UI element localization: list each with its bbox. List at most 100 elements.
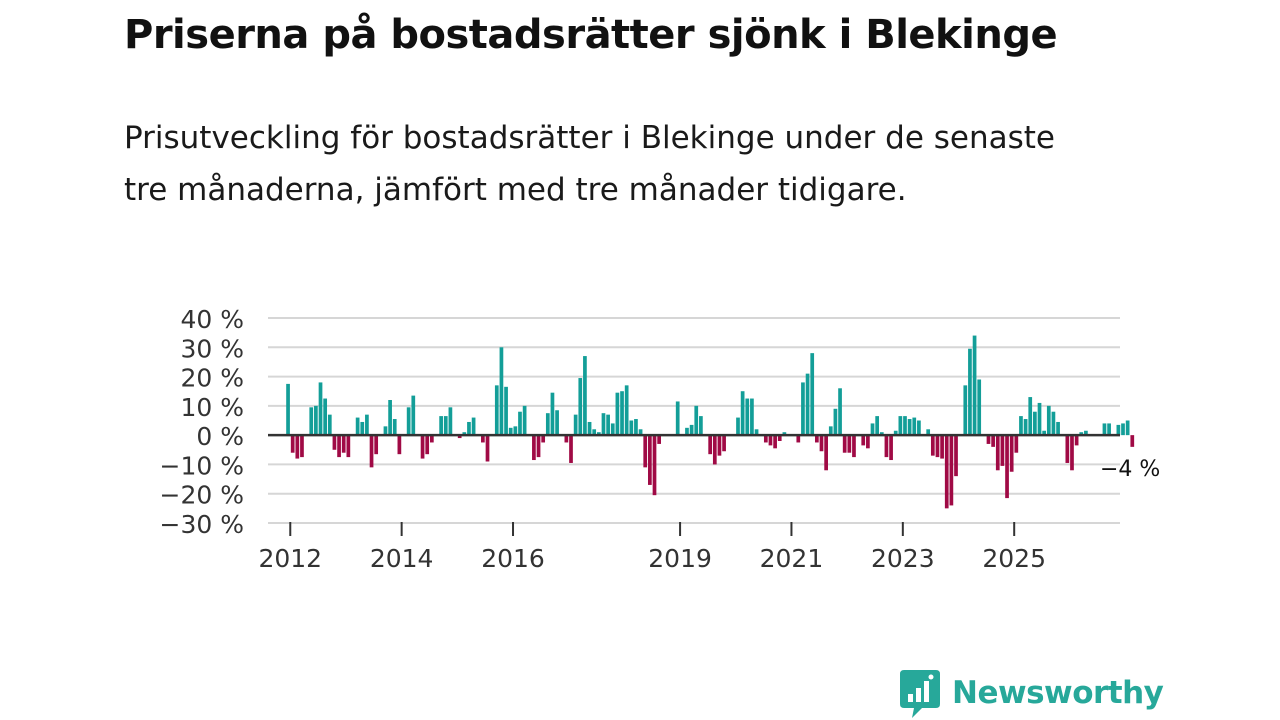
bar <box>578 378 583 436</box>
bar <box>912 417 917 436</box>
x-tick-label: 2012 <box>258 544 322 573</box>
bar <box>689 424 694 436</box>
bar <box>926 429 931 436</box>
bar <box>341 435 346 453</box>
bar <box>383 426 388 436</box>
bar <box>406 407 411 436</box>
bar <box>717 435 722 456</box>
bar <box>522 405 527 436</box>
newsworthy-logo-icon <box>900 670 940 718</box>
bar <box>995 435 1000 471</box>
bar <box>842 435 847 453</box>
bar <box>448 407 453 436</box>
bar <box>629 420 634 436</box>
bar <box>907 419 912 436</box>
bar <box>1037 402 1042 436</box>
y-tick-label: 0 % <box>196 422 244 451</box>
bar <box>1000 435 1005 466</box>
bar <box>425 435 430 455</box>
bar <box>824 435 828 471</box>
bar <box>782 432 787 436</box>
bar <box>290 435 295 453</box>
bar <box>1130 435 1135 447</box>
bar <box>1042 430 1047 436</box>
bar <box>768 435 773 446</box>
bar <box>722 435 726 452</box>
bar <box>745 398 750 436</box>
bar <box>736 417 740 436</box>
bar <box>1121 423 1125 436</box>
bar <box>870 423 875 436</box>
bar <box>754 429 759 436</box>
bar <box>986 435 991 444</box>
bar <box>596 432 601 436</box>
bar <box>866 435 870 449</box>
bar <box>481 435 485 443</box>
bar <box>337 435 341 458</box>
bar <box>875 416 880 436</box>
bar <box>314 405 318 436</box>
bar <box>536 435 541 458</box>
y-tick-label: 20 % <box>180 364 244 393</box>
bar <box>750 398 754 436</box>
bar <box>930 435 935 456</box>
bar <box>369 435 374 468</box>
bar <box>573 414 578 436</box>
bar <box>508 427 513 436</box>
bar <box>763 435 768 443</box>
newsworthy-logo: Newsworthy <box>900 668 1164 718</box>
bar <box>545 413 550 436</box>
grid-lines <box>268 317 1120 524</box>
bar <box>462 432 467 436</box>
bar <box>838 388 842 436</box>
bar <box>471 417 476 436</box>
bar <box>583 356 587 436</box>
bar <box>615 392 620 436</box>
y-tick-label: −20 % <box>160 481 244 510</box>
bar <box>309 407 314 436</box>
bar <box>889 435 893 461</box>
bar <box>392 419 397 436</box>
bar <box>360 421 365 436</box>
bar <box>852 435 856 458</box>
bar <box>801 382 805 436</box>
bar <box>657 435 661 444</box>
bar <box>411 395 416 436</box>
bar <box>1056 421 1060 436</box>
y-tick-label: 30 % <box>180 334 244 363</box>
bar <box>773 435 777 449</box>
bar <box>861 435 866 446</box>
y-tick-label: 10 % <box>180 393 244 422</box>
x-tick-label: 2025 <box>982 544 1046 573</box>
bar <box>610 423 615 436</box>
bar <box>1102 423 1107 436</box>
bar <box>323 398 328 436</box>
bar <box>1084 430 1088 436</box>
bar <box>805 373 810 436</box>
bar <box>1125 420 1130 436</box>
bar <box>606 414 610 436</box>
bar <box>499 347 504 436</box>
x-tick-label: 2019 <box>648 544 712 573</box>
bar <box>675 401 680 436</box>
bar <box>564 435 569 443</box>
bar <box>532 435 536 461</box>
brand-name: Newsworthy <box>952 675 1164 711</box>
bar <box>643 435 648 468</box>
bar <box>300 435 304 458</box>
bar <box>712 435 717 465</box>
bar <box>949 435 954 506</box>
bar <box>374 435 379 455</box>
bar <box>332 435 337 450</box>
bar <box>457 435 462 439</box>
bar <box>648 435 652 485</box>
chart-subtitle: Prisutveckling för bostadsrätter i Bleki… <box>124 120 1055 208</box>
bar <box>1116 424 1121 436</box>
bar <box>555 410 559 436</box>
chart-title: Priserna på bostadsrätter sjönk i Blekin… <box>124 12 1058 58</box>
y-tick-label: 40 % <box>180 305 244 334</box>
bar <box>318 382 323 436</box>
bar <box>828 426 833 436</box>
bar <box>814 435 819 443</box>
bar <box>1065 435 1070 463</box>
